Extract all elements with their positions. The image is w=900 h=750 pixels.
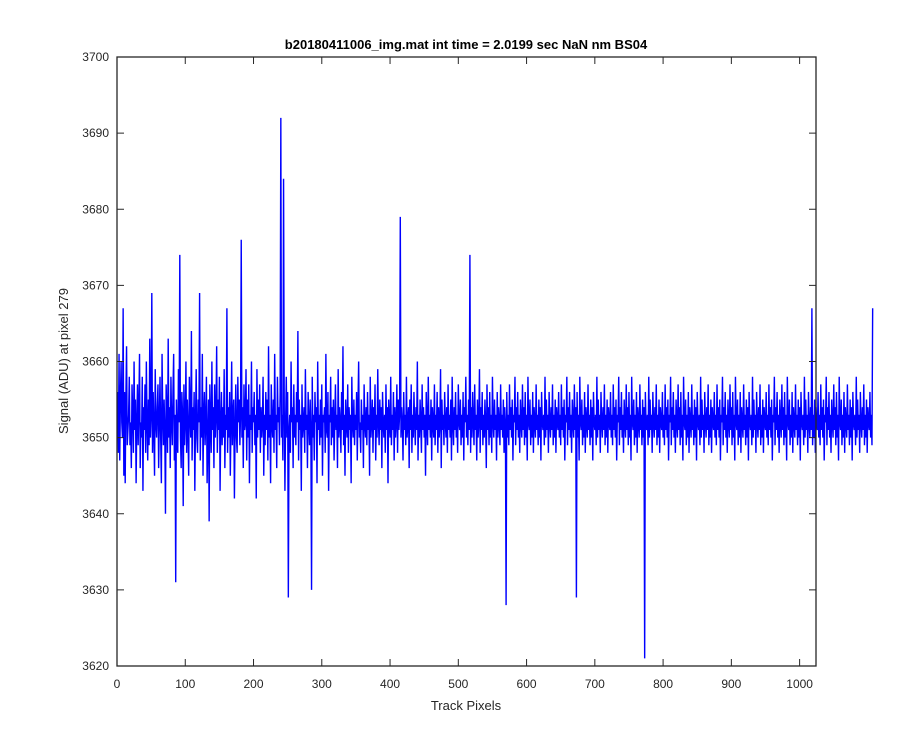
ticks-group: 0 100 200 300 400 500 600 700 800 900 1000 3620 3630… (82, 50, 816, 691)
x-tick-label: 200 (244, 677, 264, 691)
x-tick-label: 100 (175, 677, 195, 691)
y-tick-label: 3640 (82, 507, 109, 521)
x-tick-label: 300 (312, 677, 332, 691)
y-tick-label: 3670 (82, 278, 109, 292)
x-tick-label: 600 (517, 677, 537, 691)
y-tick-label: 3700 (82, 50, 109, 64)
y-tick-label: 3630 (82, 583, 109, 597)
y-axis-label: Signal (ADU) at pixel 279 (56, 288, 71, 434)
x-tick-label: 500 (448, 677, 468, 691)
y-tick-label: 3620 (82, 659, 109, 673)
y-tick-label: 3680 (82, 202, 109, 216)
x-tick-label: 900 (721, 677, 741, 691)
x-axis-label: Track Pixels (431, 698, 502, 713)
series-group (116, 117, 874, 659)
x-tick-label: 700 (585, 677, 605, 691)
x-tick-label: 800 (653, 677, 673, 691)
y-tick-label: 3660 (82, 355, 109, 369)
x-tick-label: 400 (380, 677, 400, 691)
y-tick-label: 3690 (82, 126, 109, 140)
y-tick-label: 3650 (82, 431, 109, 445)
series-line-0 (116, 117, 874, 659)
x-tick-label: 0 (114, 677, 121, 691)
axes-box (116, 56, 817, 667)
chart-title: b20180411006_img.mat int time = 2.0199 s… (285, 37, 648, 52)
x-tick-label: 1000 (786, 677, 813, 691)
